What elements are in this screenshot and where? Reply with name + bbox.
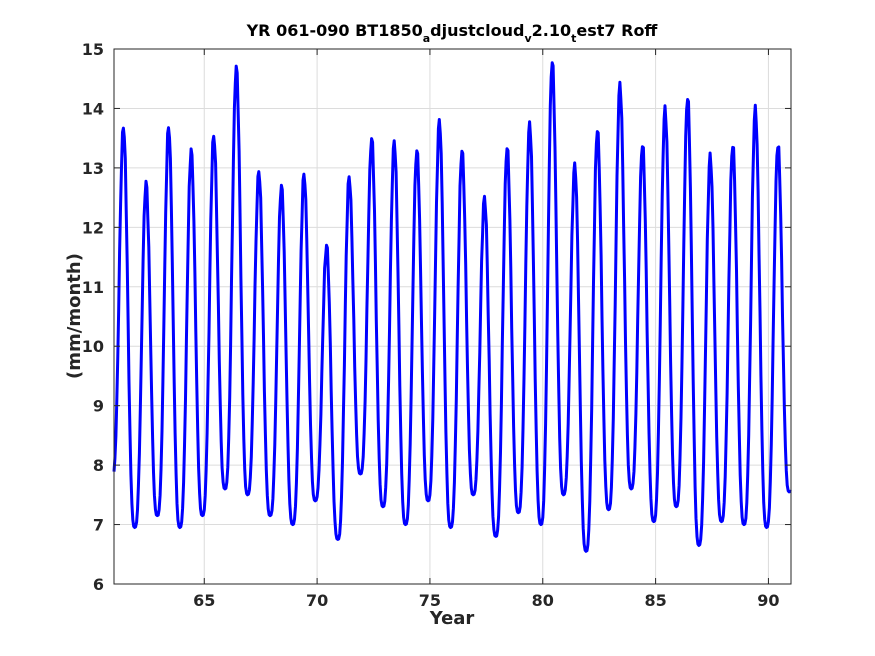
title-part-4: est7 Roff <box>576 21 658 40</box>
y-tick-label: 7 <box>93 516 104 535</box>
runoff-series-line <box>112 61 792 553</box>
x-axis-label: Year <box>429 608 475 629</box>
y-tick-label: 10 <box>82 337 104 356</box>
y-tick-label: 12 <box>82 218 104 237</box>
x-tick-label: 90 <box>757 591 779 610</box>
x-tick-label: 65 <box>193 591 215 610</box>
plot-frame <box>113 48 792 585</box>
x-tick-label: 80 <box>532 591 554 610</box>
title-part-3: 2.10 <box>532 21 571 40</box>
y-tick-label: 15 <box>82 40 104 59</box>
title-subscript-3: t <box>571 32 576 45</box>
chart-title: YR 061-090 BT1850adjustcloudv2.10test7 R… <box>246 21 659 45</box>
title-subscript-1: a <box>423 32 430 45</box>
x-tick-label: 85 <box>644 591 666 610</box>
y-tick-label: 6 <box>93 575 104 594</box>
y-axis-label: (mm/month) <box>64 253 85 379</box>
series-layer <box>112 61 792 553</box>
y-tick-label: 9 <box>93 397 104 416</box>
title-subscript-2: v <box>524 32 532 45</box>
x-tick-label: 75 <box>419 591 441 610</box>
y-tick-label: 13 <box>82 159 104 178</box>
title-part-1: YR 061-090 BT1850 <box>246 21 423 40</box>
y-tick-label: 11 <box>82 278 104 297</box>
x-tick-label: 70 <box>306 591 328 610</box>
y-tick-label: 8 <box>93 456 104 475</box>
y-tick-label: 14 <box>82 99 104 118</box>
title-part-2: djustcloud <box>430 21 524 40</box>
axis-ticks: 65 70 75 80 85 90 6 7 8 9 10 11 12 13 14 15 <box>82 40 791 610</box>
